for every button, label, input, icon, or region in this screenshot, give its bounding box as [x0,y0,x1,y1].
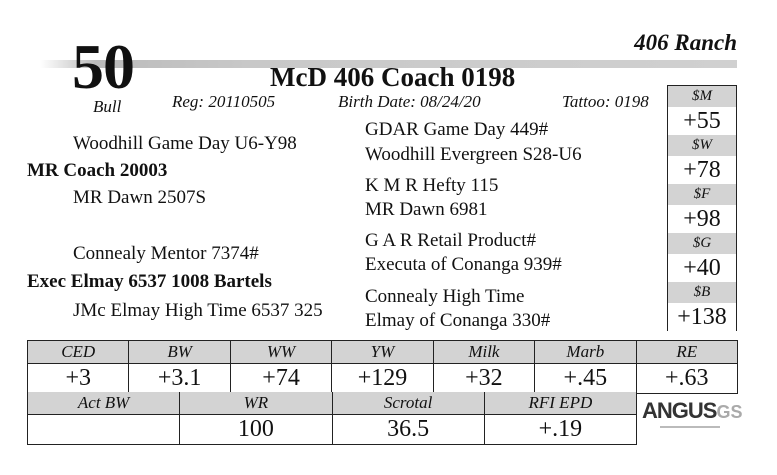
registration-number: Reg: 20110505 [172,92,276,111]
epd-value: +32 [432,363,536,394]
epd-value: +.45 [534,363,637,394]
ancestor: K M R Hefty 115 [365,175,499,196]
dollar-value: +55 [667,107,737,135]
header-swoosh-divider [40,60,737,68]
measure-value: 36.5 [331,414,485,445]
animal-name: McD 406 Coach 0198 [270,62,516,92]
dollar-label: $B [667,282,737,303]
ancestor: G A R Retail Product# [365,230,536,251]
logo-tagline [660,426,720,428]
dollar-value: +78 [667,156,737,184]
epd-label: YW [331,340,434,364]
ranch-name: 406 Ranch [634,30,737,55]
dam-dam: JMc Elmay High Time 6537 325 [73,300,323,321]
epd-label: Marb [534,340,637,364]
dollar-value: +138 [667,303,737,331]
epd-label: CED [26,340,130,364]
epd-value: +.63 [635,363,739,394]
epd-value: +3 [26,363,130,394]
birth-date: Birth Date: 08/24/20 [338,92,481,111]
angus-gs-logo: ANGUSGS [642,398,742,438]
dollar-label: $M [667,85,737,107]
sire-dam: MR Dawn 2507S [73,187,207,208]
measure-label: WR [179,392,333,415]
dollar-value: +40 [667,254,737,282]
dam: Exec Elmay 6537 1008 Bartels [27,271,272,292]
logo-suffix: GS [716,402,743,422]
epd-value: +74 [229,363,333,394]
measure-label: RFI EPD [483,392,638,415]
measure-label: Scrotal [331,392,485,415]
measure-value: 100 [179,414,333,445]
dollar-value: +98 [667,205,737,233]
tattoo: Tattoo: 0198 [562,92,649,111]
epd-value: +129 [331,363,434,394]
epd-label: BW [128,340,231,364]
dollar-label: $G [667,233,737,254]
epd-value: +3.1 [128,363,231,394]
dam-sire: Connealy Mentor 7374# [73,243,259,264]
epd-label: WW [229,340,333,364]
ancestor: Woodhill Evergreen S28-U6 [365,144,582,165]
epd-label: RE [635,340,739,364]
sire-sire: Woodhill Game Day U6-Y98 [73,133,297,154]
measure-label: Act BW [26,392,181,415]
measure-value [26,414,181,445]
ancestor: MR Dawn 6981 [365,199,488,220]
logo-text: ANGUS [642,398,717,423]
actual-measures-table: Act BW WR Scrotal RFI EPD 100 36.5 +.19 [26,392,638,445]
dollar-label: $F [667,184,737,205]
dollar-label: $W [667,135,737,156]
epd-table: CED BW WW YW Milk Marb RE +3 +3.1 +74 +1… [26,340,739,394]
ancestor: GDAR Game Day 449# [365,119,549,140]
dollar-value-table: $M +55 $W +78 $F +98 $G +40 $B +138 [667,85,737,331]
ancestor: Connealy High Time [365,286,525,307]
lot-number: 50 [72,31,135,102]
animal-type: Bull [93,97,122,116]
measure-value: +.19 [483,414,638,445]
sire: MR Coach 20003 [27,160,168,181]
epd-label: Milk [432,340,536,364]
ancestor: Executa of Conanga 939# [365,254,562,275]
ancestor: Elmay of Conanga 330# [365,310,551,331]
